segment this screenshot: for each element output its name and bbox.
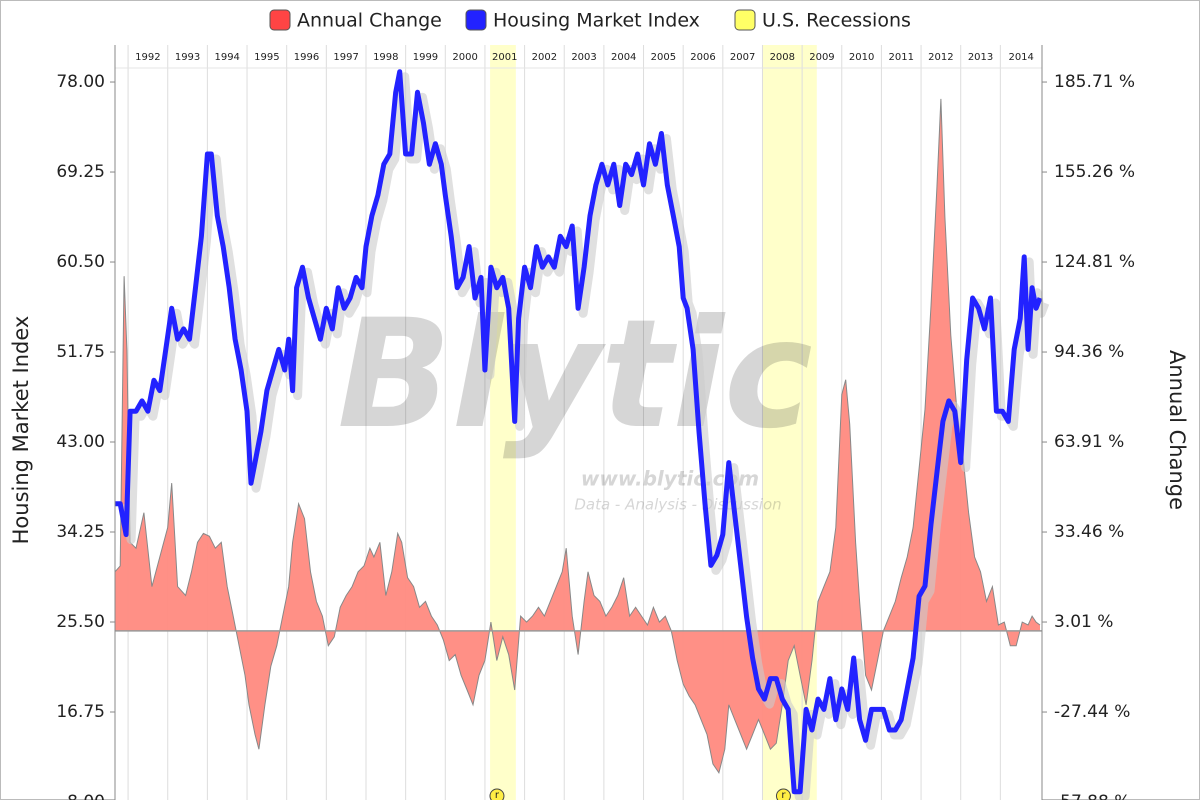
- y2-tick-label: 124.81 %: [1054, 252, 1135, 272]
- legend-label: Annual Change: [297, 10, 442, 32]
- y2-tick-label: -57.88 %: [1054, 792, 1130, 800]
- y2-tick-label: 155.26 %: [1054, 162, 1135, 182]
- y-tick-label: 69.25: [56, 162, 105, 182]
- x-tick-label: 2009: [809, 52, 834, 63]
- x-tick-label: 2008: [770, 52, 795, 63]
- y-tick-label: 34.25: [56, 522, 105, 542]
- area-fill: [115, 98, 1041, 773]
- recession-flag: [489, 788, 505, 800]
- x-tick-label: 2013: [968, 52, 993, 63]
- watermark-tagline: Data - Analysis - Discussion: [574, 496, 781, 514]
- y-axis-title: Housing Market Index: [9, 316, 33, 545]
- y2-tick-label: -27.44 %: [1054, 702, 1130, 722]
- x-tick-label: 2001: [492, 52, 517, 63]
- x-tick-label: 2003: [571, 52, 596, 63]
- y2-axis-title: Annual Change: [1165, 350, 1189, 510]
- legend-label: U.S. Recessions: [762, 10, 911, 32]
- line: [115, 69, 1043, 795]
- y-tick-label: 60.50: [56, 252, 105, 272]
- y2-tick-label: 185.71 %: [1054, 72, 1135, 92]
- x-tick-label: 2002: [532, 52, 557, 63]
- x-tick-label: 2010: [849, 52, 874, 63]
- x-tick-label: 2004: [611, 52, 636, 63]
- x-tick-label: 1999: [413, 52, 438, 63]
- x-tick-label: 2000: [452, 52, 477, 63]
- x-tick-label: 2012: [928, 52, 953, 63]
- x-tick-label: 1995: [254, 52, 279, 63]
- x-tick-label: 2005: [651, 52, 676, 63]
- x-tick-label: 1992: [135, 52, 160, 63]
- y-tick-label: 51.75: [56, 342, 105, 362]
- y-tick-label: 16.75: [56, 702, 105, 722]
- x-tick-label: 2014: [1008, 52, 1033, 63]
- x-tick-label: 2011: [889, 52, 914, 63]
- y2-tick-label: 63.91 %: [1054, 432, 1124, 452]
- recession-flag-label: r: [495, 790, 500, 800]
- x-tick-label: 1996: [294, 52, 319, 63]
- y-tick-label: 78.00: [56, 72, 105, 92]
- recession-flag-label: r: [781, 790, 786, 800]
- watermark-name: Blytic: [337, 288, 813, 462]
- y-tick-label: 43.00: [56, 432, 105, 452]
- legend-label: Housing Market Index: [493, 10, 700, 32]
- x-tick-label: 2007: [730, 52, 755, 63]
- x-tick-label: 2006: [690, 52, 715, 63]
- y-tick-label: 8.00: [67, 792, 105, 800]
- y2-tick-label: 33.46 %: [1054, 522, 1124, 542]
- x-tick-label: 1993: [175, 52, 200, 63]
- legend-swatch: [269, 9, 291, 31]
- recession-flag: [775, 788, 791, 800]
- x-tick-label: 1997: [333, 52, 358, 63]
- area-line: [114, 98, 1041, 775]
- x-tick-label: 1998: [373, 52, 398, 63]
- line-shadow: [120, 72, 1050, 800]
- legend-swatch: [465, 9, 487, 31]
- y-tick-label: 25.50: [56, 612, 105, 632]
- x-tick-label: 1994: [214, 52, 239, 63]
- y2-tick-label: 3.01 %: [1054, 612, 1113, 632]
- legend-swatch: [734, 9, 756, 31]
- y2-tick-label: 94.36 %: [1054, 342, 1124, 362]
